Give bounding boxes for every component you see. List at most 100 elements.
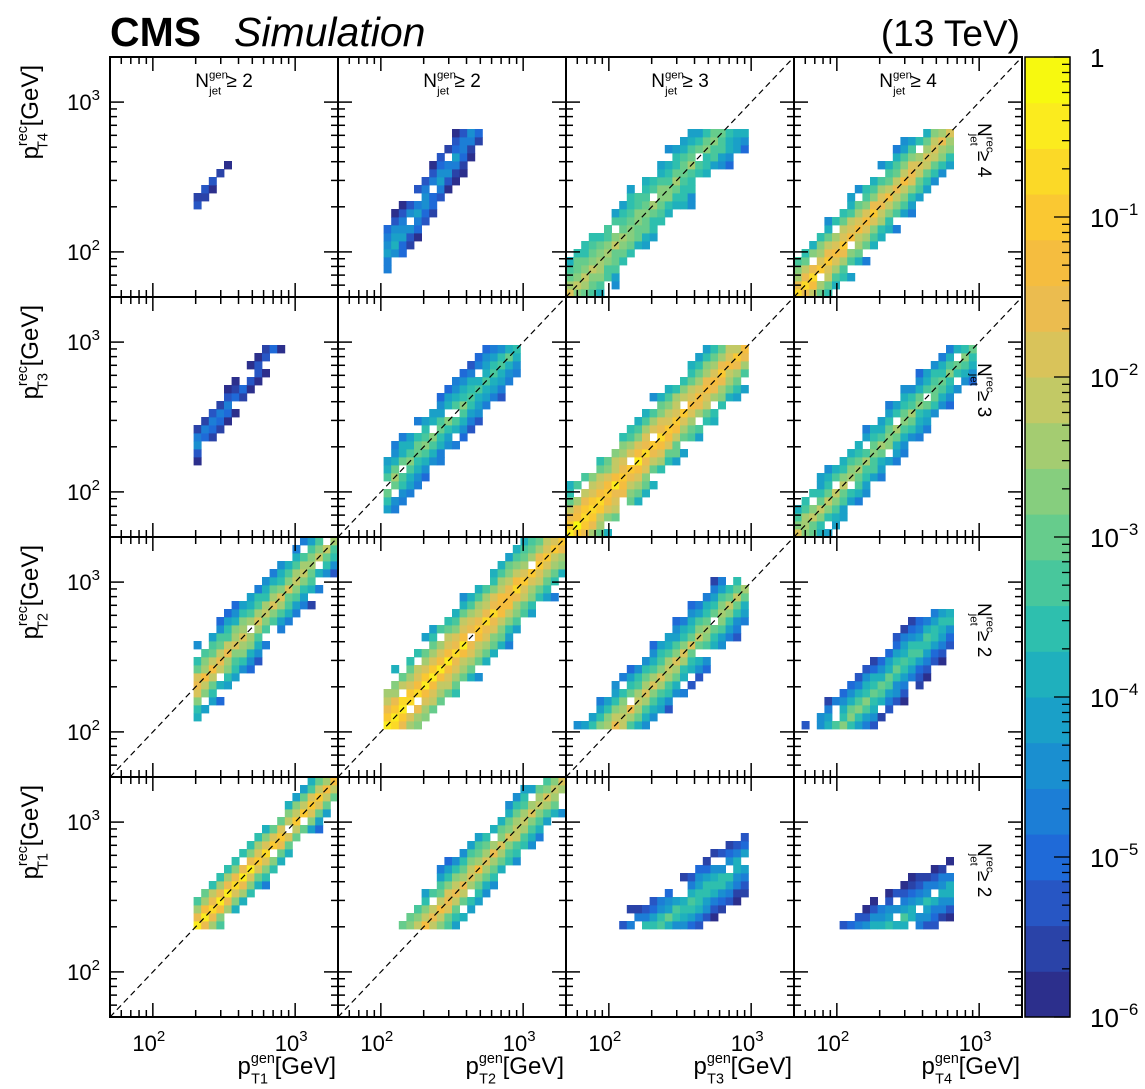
heatmap-cell — [398, 201, 407, 210]
row-label: Nrecjet ≥ 2 — [967, 603, 995, 657]
heatmap-cell — [262, 849, 270, 858]
heatmap-cell — [664, 889, 673, 898]
heatmap-cell — [915, 881, 924, 890]
heatmap-cell — [915, 625, 924, 634]
diagonal-line — [793, 56, 1023, 298]
heatmap-cell — [938, 129, 947, 138]
heatmap-cell — [839, 705, 848, 714]
heatmap-cell — [246, 633, 255, 642]
heatmap-cell — [619, 433, 628, 442]
heatmap-cell — [292, 545, 301, 554]
heatmap-cell — [847, 497, 856, 506]
heatmap-cell — [687, 897, 696, 906]
heatmap-cell — [900, 161, 909, 170]
heatmap-cell — [619, 489, 628, 498]
heatmap-cell — [383, 249, 392, 258]
heatmap-cell — [702, 345, 711, 354]
heatmap-cell — [642, 409, 650, 418]
heatmap-cell — [436, 913, 445, 922]
heatmap-cell — [915, 369, 924, 378]
heatmap-cell — [459, 417, 468, 426]
heatmap-cell — [604, 713, 612, 722]
heatmap-cell — [649, 177, 658, 186]
heatmap-cell — [300, 553, 308, 562]
heatmap-cell — [695, 425, 704, 434]
heatmap-cell — [664, 665, 673, 674]
heatmap-cell — [892, 921, 901, 930]
heatmap-cell — [725, 129, 734, 138]
heatmap-cell — [459, 129, 468, 138]
heatmap-cell — [847, 489, 856, 498]
heatmap-cell — [535, 553, 544, 562]
heatmap-cell — [421, 633, 430, 642]
heatmap-cell — [634, 433, 643, 442]
heatmap-cell — [520, 593, 529, 602]
heatmap-cell — [657, 681, 666, 690]
heatmap-cell — [733, 577, 742, 586]
heatmap-cell — [201, 433, 210, 442]
heatmap-cell — [543, 817, 552, 826]
heatmap-cell — [262, 833, 270, 842]
heatmap-cell — [558, 561, 567, 570]
heatmap-cell — [231, 649, 240, 658]
heatmap-cell — [642, 905, 650, 914]
heatmap-cell — [862, 721, 871, 730]
heatmap-cell — [718, 153, 726, 162]
heatmap-cell — [224, 161, 232, 170]
heatmap-cell — [672, 657, 681, 666]
heatmap-cell — [512, 601, 521, 610]
colorbar-segment — [1025, 651, 1070, 698]
heatmap-cell — [307, 601, 316, 610]
heatmap-cell — [421, 665, 430, 674]
heatmap-cell — [474, 673, 483, 682]
heatmap-cell — [216, 641, 225, 650]
heatmap-cell — [307, 553, 316, 562]
heatmap-cell — [512, 625, 521, 634]
colorbar-tick-label: 1 — [1090, 43, 1104, 73]
heatmap-cell — [497, 361, 506, 370]
heatmap-cell — [208, 649, 217, 658]
heatmap-cell — [452, 401, 460, 410]
heatmap-cell — [870, 657, 878, 666]
heatmap-cell — [193, 689, 202, 698]
heatmap-cell — [870, 665, 878, 674]
heatmap-cell — [946, 641, 954, 650]
heatmap-cell — [611, 465, 620, 474]
heatmap-cell — [824, 289, 833, 298]
heatmap-cell — [414, 721, 422, 730]
heatmap-cell — [436, 433, 445, 442]
heatmap-cell — [824, 217, 833, 226]
heatmap-cell — [930, 129, 939, 138]
heatmap-cell — [923, 161, 932, 170]
heatmap-cell — [201, 897, 210, 906]
heatmap-cell — [961, 353, 970, 362]
heatmap-cell — [915, 889, 924, 898]
heatmap-cell — [915, 873, 924, 882]
row-label: Nrecjet ≥ 3 — [967, 363, 995, 417]
heatmap-cell — [626, 425, 635, 434]
heatmap-cell — [672, 633, 681, 642]
heatmap-cell — [292, 793, 301, 802]
heatmap-cell — [588, 257, 597, 266]
heatmap-cell — [421, 673, 430, 682]
heatmap-cell — [224, 409, 232, 418]
heatmap-cell — [733, 849, 742, 858]
heatmap-cell — [854, 689, 863, 698]
heatmap-cell — [581, 521, 590, 530]
heatmap-cell — [725, 393, 734, 402]
heatmap-cell — [452, 641, 460, 650]
heatmap-cell — [414, 473, 422, 482]
y-axis-label-group: prec T3 [GeV] — [15, 305, 51, 399]
heatmap-cell — [383, 497, 392, 506]
heatmap-cell — [596, 497, 605, 506]
heatmap-cell — [216, 425, 225, 434]
heatmap-cell — [702, 409, 711, 418]
heatmap-cell — [596, 513, 605, 522]
heatmap-cell — [862, 489, 871, 498]
heatmap-cell — [938, 153, 947, 162]
heatmap-cell — [733, 145, 742, 154]
heatmap-cell — [672, 449, 681, 458]
heatmap-cell — [877, 681, 886, 690]
heatmap-cell — [467, 385, 476, 394]
heatmap-cell — [254, 353, 263, 362]
